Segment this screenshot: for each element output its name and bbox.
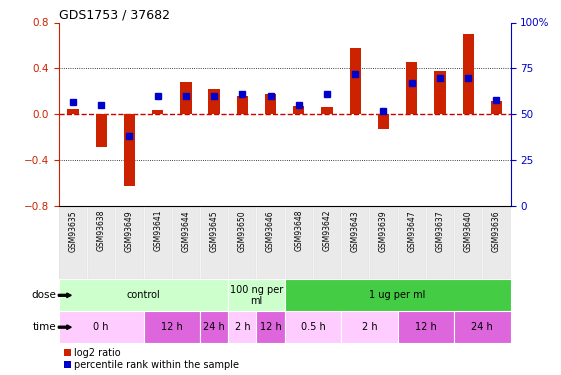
Bar [285,311,341,343]
Text: 12 h: 12 h [415,322,436,332]
Text: 0 h: 0 h [94,322,109,332]
Bar [406,62,417,114]
Bar [341,206,369,279]
Bar [256,206,284,279]
Bar [87,206,116,279]
Bar [67,109,79,114]
Text: GSM93643: GSM93643 [351,210,360,252]
Text: 100 ng per
ml: 100 ng per ml [230,285,283,306]
Text: control: control [127,290,160,300]
Text: time: time [33,322,56,332]
Bar [285,206,313,279]
Text: 12 h: 12 h [161,322,183,332]
Bar [172,206,200,279]
Bar [152,110,163,114]
Text: GSM93639: GSM93639 [379,210,388,252]
Text: GSM93644: GSM93644 [181,210,190,252]
Bar [378,114,389,129]
Text: GSM93641: GSM93641 [153,210,162,251]
Text: GSM93640: GSM93640 [464,210,473,252]
Bar [256,311,284,343]
Text: 0.5 h: 0.5 h [301,322,325,332]
Text: GSM93638: GSM93638 [96,210,105,251]
Bar [462,34,474,114]
Bar [124,114,135,186]
Bar [369,206,398,279]
Legend: log2 ratio, percentile rank within the sample: log2 ratio, percentile rank within the s… [64,348,240,370]
Bar [313,206,341,279]
Text: GSM93636: GSM93636 [492,210,501,252]
Bar [285,279,511,311]
Bar [95,114,107,147]
Text: 12 h: 12 h [260,322,282,332]
Text: GSM93635: GSM93635 [68,210,77,252]
Bar [59,206,87,279]
Bar [454,311,511,343]
Text: 24 h: 24 h [203,322,225,332]
Bar [265,94,276,114]
Bar [144,311,200,343]
Text: 2 h: 2 h [362,322,377,332]
Bar [228,279,285,311]
Bar [200,311,228,343]
Bar [228,311,256,343]
Text: GSM93648: GSM93648 [295,210,304,251]
Text: 2 h: 2 h [234,322,250,332]
Bar [398,206,426,279]
Text: GSM93642: GSM93642 [323,210,332,251]
Bar [180,82,191,114]
Text: 24 h: 24 h [471,322,493,332]
Bar [482,206,511,279]
Text: GSM93646: GSM93646 [266,210,275,252]
Text: GDS1753 / 37682: GDS1753 / 37682 [59,8,170,21]
Bar [491,100,502,114]
Bar [116,206,144,279]
Bar [293,106,305,114]
Bar [434,71,445,114]
Text: GSM93649: GSM93649 [125,210,134,252]
Text: GSM93637: GSM93637 [435,210,444,252]
Bar [341,311,398,343]
Bar [200,206,228,279]
Text: dose: dose [31,290,56,300]
Text: GSM93647: GSM93647 [407,210,416,252]
Bar [426,206,454,279]
Bar [209,89,220,114]
Bar [398,311,454,343]
Bar [350,48,361,114]
Bar [454,206,482,279]
Text: GSM93645: GSM93645 [210,210,219,252]
Text: 1 ug per ml: 1 ug per ml [370,290,426,300]
Bar [144,206,172,279]
Bar [59,311,144,343]
Bar [321,108,333,114]
Bar [228,206,256,279]
Bar [237,96,248,114]
Text: GSM93650: GSM93650 [238,210,247,252]
Bar [59,279,228,311]
